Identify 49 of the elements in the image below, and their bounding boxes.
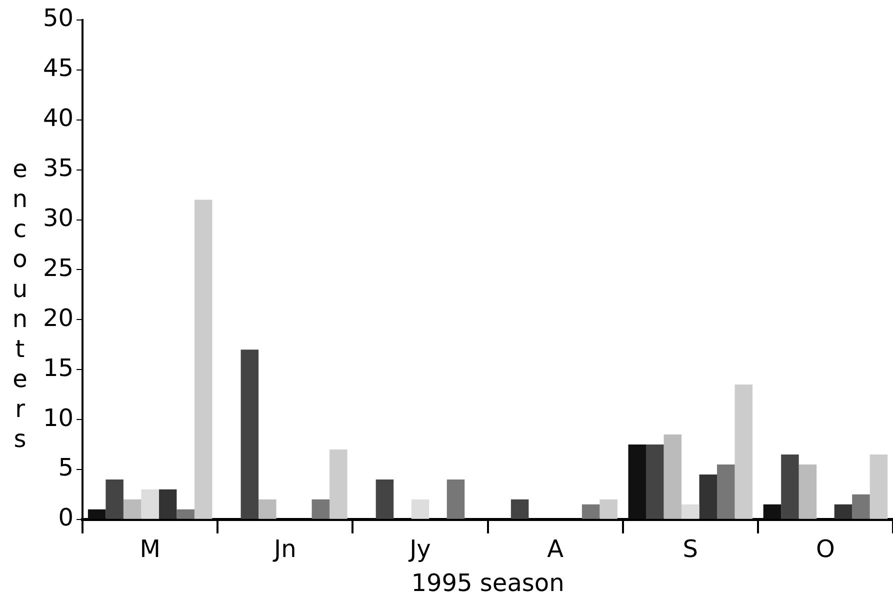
y-axis-title: encounters xyxy=(6,154,34,454)
bar xyxy=(88,509,106,519)
y-tick-label: 25 xyxy=(42,254,74,282)
bar xyxy=(717,464,735,519)
bar xyxy=(664,434,682,519)
y-tick-label: 10 xyxy=(42,404,74,432)
bar xyxy=(510,499,529,519)
bar xyxy=(141,489,159,519)
y-tick-label: 0 xyxy=(58,504,74,532)
bar xyxy=(312,499,330,519)
bar xyxy=(158,489,177,519)
bar xyxy=(411,499,430,519)
x-tick-label: O xyxy=(816,535,835,564)
bar xyxy=(646,444,664,519)
y-tick-label: 45 xyxy=(42,54,74,82)
y-tick-label: 40 xyxy=(42,104,74,132)
bar xyxy=(852,494,870,519)
bar xyxy=(376,479,394,519)
x-tick-label: M xyxy=(140,535,160,564)
y-tick-label: 5 xyxy=(58,454,74,482)
y-tick-label: 50 xyxy=(42,4,74,32)
x-tick-label: A xyxy=(547,535,564,564)
bar xyxy=(123,499,142,519)
bar xyxy=(734,384,753,519)
bar xyxy=(240,350,259,519)
x-axis-title: 1995 season xyxy=(411,568,564,597)
x-tick-label: S xyxy=(682,535,698,564)
bar xyxy=(699,474,718,519)
x-tick-label: Jn xyxy=(272,535,296,564)
bar xyxy=(600,499,618,519)
bar xyxy=(834,504,852,519)
bar xyxy=(682,504,700,519)
bar xyxy=(258,499,276,519)
y-tick-label: 35 xyxy=(42,154,74,182)
y-tick-label: 15 xyxy=(42,354,74,382)
bar xyxy=(763,504,782,519)
x-tick-label: Jy xyxy=(408,535,431,564)
bar xyxy=(781,454,799,519)
y-tick-label: 30 xyxy=(42,204,74,232)
bar xyxy=(106,479,124,519)
bar xyxy=(194,200,212,519)
bar xyxy=(628,444,646,519)
bar xyxy=(870,454,888,519)
bar xyxy=(582,504,600,519)
bar xyxy=(446,479,465,519)
bar xyxy=(176,509,194,519)
y-tick-label: 20 xyxy=(42,304,74,332)
bar xyxy=(330,449,348,519)
bar xyxy=(798,464,817,519)
